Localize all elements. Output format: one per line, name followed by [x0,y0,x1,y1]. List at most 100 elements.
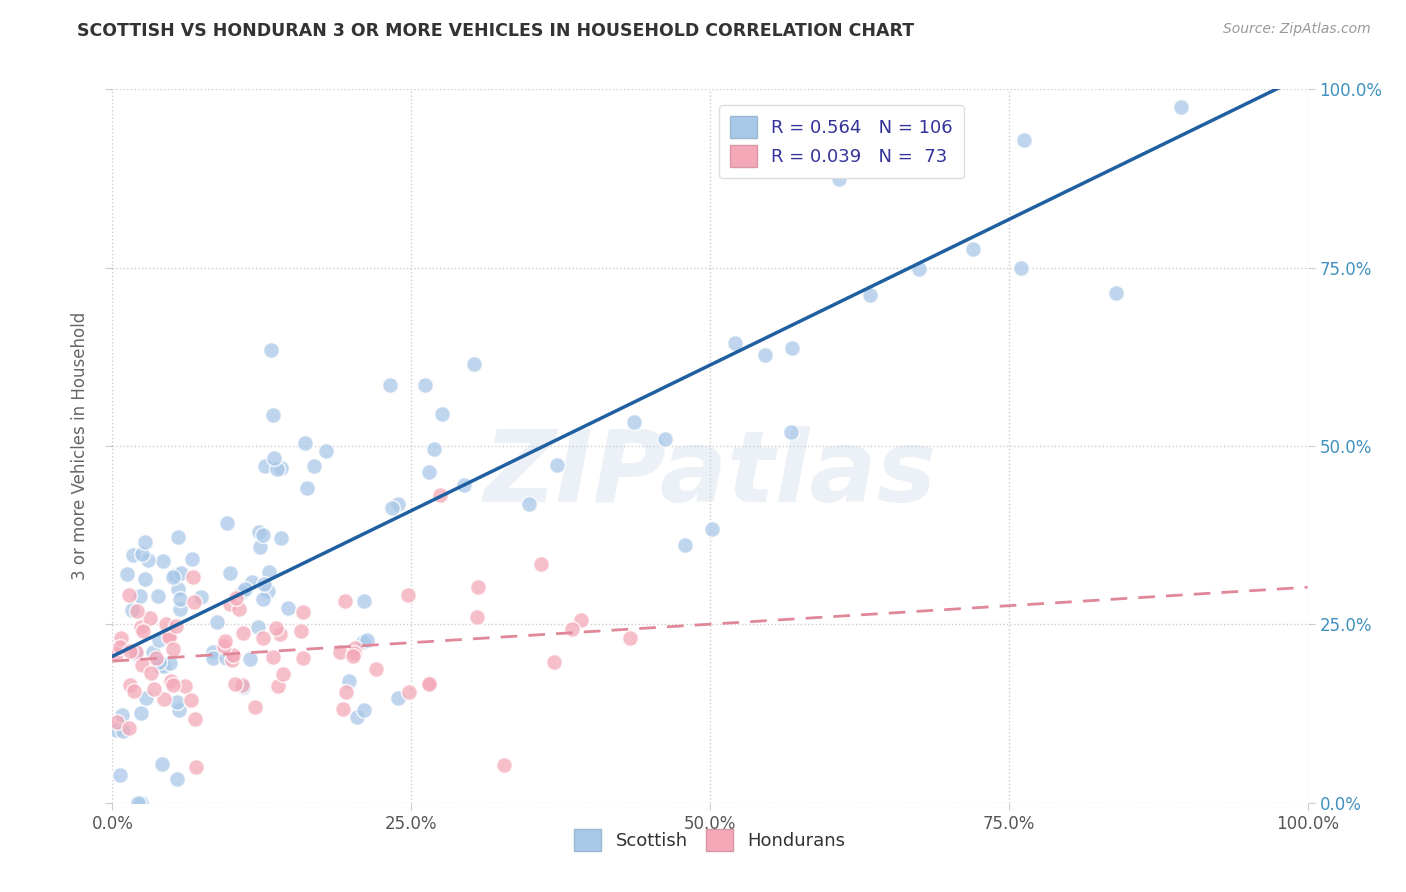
Point [228,602,250,616]
Point [159,629,181,643]
Point [343,641,366,656]
Point [398,684,420,698]
Point [569,613,592,627]
Point [170,566,193,580]
Point [335,685,357,699]
Point [962,242,984,256]
Point [181,570,204,584]
Point [346,710,368,724]
Point [162,642,184,657]
Text: SCOTTISH VS HONDURAN 3 OR MORE VEHICLES IN HOUSEHOLD CORRELATION CHART: SCOTTISH VS HONDURAN 3 OR MORE VEHICLES … [77,22,914,40]
Point [252,528,274,542]
Point [142,645,165,659]
Point [356,633,378,648]
Point [115,567,138,582]
Point [828,172,851,186]
Point [252,591,274,606]
Point [302,458,325,473]
Point [723,336,745,351]
Point [1170,100,1192,114]
Point [118,644,141,658]
Point [202,645,225,659]
Point [253,458,276,473]
Point [654,432,676,446]
Point [352,635,374,649]
Point [146,589,169,603]
Point [246,619,269,633]
Point [121,603,143,617]
Point [262,409,284,423]
Point [225,591,247,606]
Point [173,679,195,693]
Point [118,588,141,602]
Point [153,691,176,706]
Point [262,650,284,665]
Point [127,604,149,618]
Point [859,287,882,301]
Point [366,662,388,676]
Point [180,692,202,706]
Point [1291,46,1313,61]
Point [152,554,174,568]
Point [215,516,238,531]
Point [270,460,292,475]
Point [332,702,354,716]
Point [186,760,208,774]
Point [162,678,184,692]
Point [232,626,254,640]
Point [260,343,283,357]
Point [277,601,299,615]
Point [467,580,489,594]
Point [214,651,236,665]
Text: ZIPatlas: ZIPatlas [484,426,936,523]
Point [145,651,167,665]
Point [291,651,314,665]
Point [111,707,134,722]
Point [181,552,204,566]
Point [1010,260,1032,275]
Point [135,690,157,705]
Point [148,655,170,669]
Point [153,658,176,673]
Point [224,677,246,691]
Point [422,442,444,456]
Text: Source: ZipAtlas.com: Source: ZipAtlas.com [1223,22,1371,37]
Point [104,723,127,737]
Point [233,582,256,596]
Point [127,796,149,810]
Point [218,597,240,611]
Point [413,377,436,392]
Point [148,632,170,647]
Point [149,659,172,673]
Point [294,435,316,450]
Point [105,715,128,730]
Point [131,547,153,561]
Point [267,679,290,693]
Point [166,695,188,709]
Point [120,678,142,692]
Point [623,415,645,429]
Point [543,655,565,669]
Point [110,632,132,646]
Point [453,478,475,492]
Point [702,522,724,536]
Point [129,796,152,810]
Point [231,678,253,692]
Point [329,645,352,659]
Point [673,538,696,552]
Point [1077,74,1099,88]
Point [517,498,540,512]
Point [463,358,485,372]
Point [381,500,404,515]
Point [245,699,267,714]
Point [270,532,292,546]
Point [619,631,641,645]
Point [263,450,285,465]
Point [183,595,205,609]
Point [169,602,191,616]
Point [333,594,356,608]
Point [166,772,188,786]
Point [259,566,281,580]
Point [291,605,314,619]
Point [136,552,159,566]
